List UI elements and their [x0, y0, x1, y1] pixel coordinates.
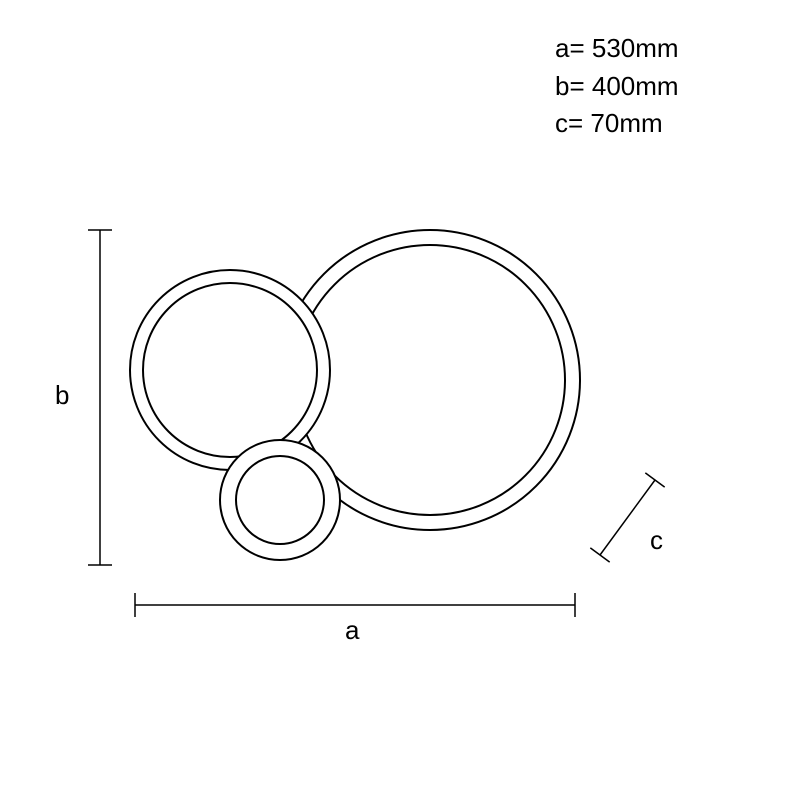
ring-medium [130, 270, 330, 470]
diagram-canvas: a= 530mm b= 400mm c= 70mm a b c [0, 0, 800, 800]
dim-label-a: a [345, 615, 359, 646]
ring-small [220, 440, 340, 560]
diagram-svg [0, 0, 800, 800]
dim-label-b: b [55, 380, 69, 411]
dim-label-c: c [650, 525, 663, 556]
